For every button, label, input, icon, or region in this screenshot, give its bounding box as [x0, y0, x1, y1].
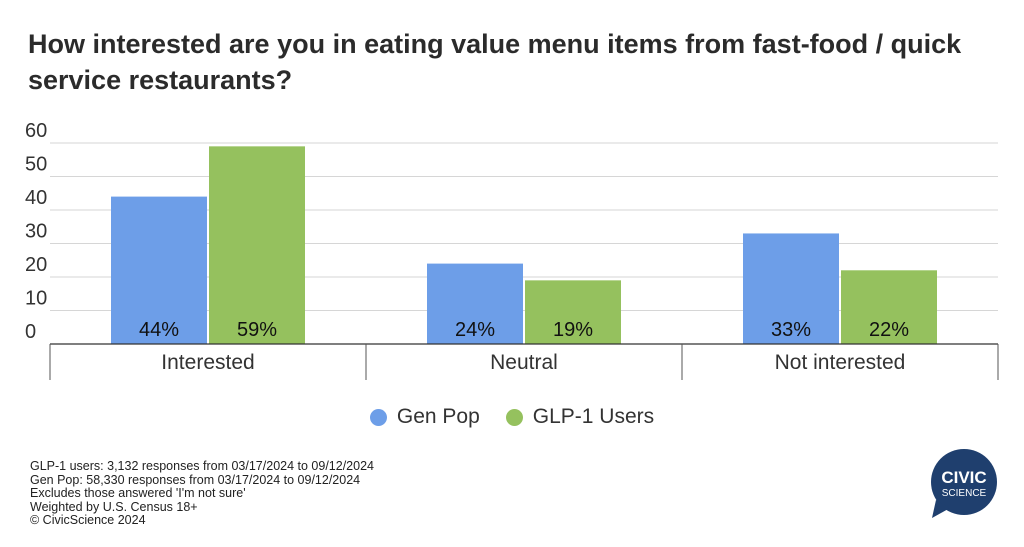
y-tick-label: 20: [25, 254, 47, 276]
y-tick-label: 10: [25, 288, 47, 310]
bar: [841, 270, 937, 344]
footnote-line: Gen Pop: 58,330 responses from 03/17/202…: [30, 472, 361, 487]
bars: 44% 59% 24% 19% 33% 22%: [111, 146, 937, 344]
legend: Gen Pop GLP-1 Users: [0, 405, 1024, 429]
footnote-line: © CivicScience 2024: [30, 513, 146, 528]
chart-title: How interested are you in eating value m…: [28, 29, 962, 95]
y-tick-label: 40: [25, 187, 47, 209]
bar: [111, 196, 207, 344]
bar: [743, 233, 839, 344]
logo-speech-tail: [932, 500, 950, 518]
legend-item-gen-pop: Gen Pop: [369, 405, 480, 429]
data-label: 24%: [455, 319, 495, 341]
legend-swatch-gen-pop: [369, 408, 387, 426]
data-label: 19%: [553, 319, 593, 341]
legend-swatch-glp1-users: [505, 408, 523, 426]
x-axis: Interested Neutral Not interested: [49, 343, 999, 380]
footnote-line: Weighted by U.S. Census 18+: [30, 499, 198, 514]
legend-label-gen-pop: Gen Pop: [396, 405, 480, 428]
logo-text-civic: CIVIC: [941, 468, 986, 487]
data-label: 22%: [869, 319, 909, 341]
logo-badge: [931, 449, 997, 515]
legend-item-glp1-users: GLP-1 Users: [505, 405, 655, 429]
y-tick-label: 50: [25, 154, 47, 176]
bar: [427, 263, 523, 344]
logo-text-science: SCIENCE: [942, 488, 987, 499]
x-category-label: Neutral: [490, 351, 558, 374]
bar: [525, 280, 621, 344]
gridlines: [50, 142, 998, 311]
footnotes: GLP-1 users: 3,132 responses from 03/17/…: [30, 459, 374, 528]
y-tick-label: 60: [25, 120, 47, 142]
data-label: 33%: [771, 319, 811, 341]
data-label: 44%: [139, 319, 179, 341]
data-label: 59%: [237, 319, 277, 341]
footnote-line: Excludes those answered 'I'm not sure': [30, 486, 246, 501]
y-tick-label: 30: [25, 221, 47, 243]
bar: [209, 146, 305, 344]
civicscience-logo: CIVIC SCIENCE: [931, 449, 997, 518]
bar-chart: 0 10 20 30 40 50 60 44% 59% 24% 19% 33% 22% Interes…: [25, 120, 999, 380]
x-category-label: Not interested: [775, 351, 906, 374]
x-category-label: Interested: [161, 351, 254, 374]
legend-label-glp1-users: GLP-1 Users: [532, 405, 655, 428]
y-tick-label: 0: [25, 321, 36, 343]
y-axis-ticks: 0 10 20 30 40 50 60: [25, 120, 47, 343]
footnote-line: GLP-1 users: 3,132 responses from 03/17/…: [30, 459, 374, 473]
